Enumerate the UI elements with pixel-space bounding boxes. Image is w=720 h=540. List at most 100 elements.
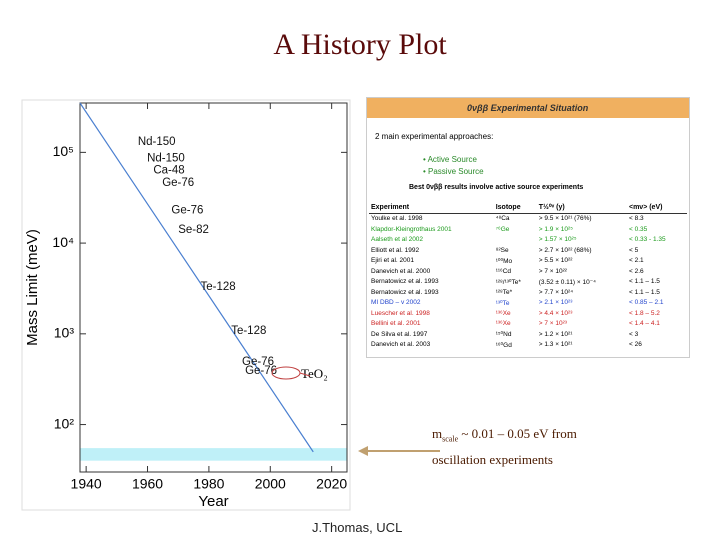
table-cell: < 0.33 - 1.35	[628, 236, 666, 244]
y-tick-label: 10³	[54, 325, 75, 341]
table-cell: < 2.1	[628, 257, 644, 265]
table-row: MI DBD – v 2002 ¹³⁰Te > 2.1 × 10²³ < 0.85 –…	[369, 298, 687, 309]
column-header: Experiment	[369, 202, 494, 214]
arrow-head	[358, 446, 368, 456]
note-text: oscillation experiments	[432, 451, 553, 467]
table-row: Klapdor-Kleingrothaus 2001 ⁷⁶Ge > 1.9 × 10…	[369, 224, 687, 235]
table-cell: ⁸²Se	[495, 246, 509, 254]
table-cell: ¹⁰⁰Mo	[495, 257, 513, 265]
table-cell: > 2.1 × 10²³	[538, 299, 573, 307]
x-tick-label: 1940	[71, 476, 102, 492]
table-cell: Youlke et al. 1998	[371, 215, 423, 223]
table-cell: Bernatowicz et al. 1993	[371, 288, 439, 296]
table-row: De Silva et al. 1997 ¹⁵⁰Nd > 1.2 × 10²¹ < 3	[369, 329, 687, 340]
table-cell: > 1.57 × 10²⁵	[538, 236, 577, 244]
chart: 10² 10³ 10⁴ 10⁵ 1940 1960 1980 2000 2020 Year Mass…	[21, 99, 351, 511]
column-header: T½⁰ᵛ (y)	[536, 202, 627, 214]
table-cell: Bellini et al. 2001	[371, 320, 421, 328]
y-axis-label: Mass Limit (meV)	[24, 229, 41, 346]
table-cell: > 1.3 × 10²¹	[538, 341, 573, 349]
header-row: Experiment Isotope T½⁰ᵛ (y) <mν> (eV)	[369, 202, 687, 214]
inset-text: • Passive Source	[423, 167, 484, 176]
table-cell: MI DBD – v 2002	[371, 299, 421, 307]
table-cell: Danevich et al. 2000	[371, 267, 431, 275]
table-cell: ¹¹⁶Cd	[495, 267, 512, 275]
table-cell: (3.52 ± 0.11) × 10⁻⁴	[538, 278, 596, 286]
inset-table: Experiment Isotope T½⁰ᵛ (y) <mν> (eV) Youlke…	[369, 202, 687, 350]
band	[80, 448, 347, 461]
teo2-pointer	[299, 372, 311, 377]
x-axis-label: Year	[198, 493, 228, 510]
table-cell: > 7.7 × 10²⁴	[538, 288, 573, 296]
point-label: Ge-76	[242, 356, 274, 368]
table-cell: Luescher et al. 1998	[371, 309, 430, 317]
table-row: Bellini et al. 2001 ¹³⁶Xe > 7 × 10²³ < 1.4 …	[369, 319, 687, 330]
table-cell: ¹³⁶Xe	[495, 320, 511, 328]
table-cell: ⁴⁸Ca	[495, 215, 510, 223]
point-label: Te-128	[201, 281, 236, 293]
inset-text: Best 0νββ results involve active source …	[409, 184, 584, 191]
table-cell: > 7 × 10²³	[538, 320, 567, 328]
table-cell: < 1.1 – 1.5	[628, 278, 660, 286]
table-cell: ¹⁶⁰Gd	[495, 341, 512, 349]
inset-heading: 0νββ Experimental Situation	[367, 98, 689, 118]
point-label: Nd-150	[147, 152, 185, 164]
footer: J.Thomas, UCL	[312, 520, 403, 535]
inset-text: 2 main experimental approaches:	[375, 132, 494, 141]
table-cell: < 26	[628, 341, 642, 349]
note-subscript: scale	[442, 434, 459, 444]
table-cell: > 1.9 × 10²⁵	[538, 225, 573, 233]
table-cell: < 0.85 – 2.1	[628, 299, 664, 307]
table-row: Bernatowicz et al. 1993 ¹²⁸/¹³⁰Te* (3.52 ±…	[369, 277, 687, 288]
table-cell: < 5	[628, 246, 639, 254]
table-cell: > 7 × 10²²	[538, 267, 567, 275]
table-cell: > 4.4 × 10²³	[538, 309, 573, 317]
inset-panel: 0νββ Experimental Situation 2 main exper…	[366, 97, 690, 358]
table-row: Youlke et al. 1998 ⁴⁸Ca > 9.5 × 10²¹ (76%)…	[369, 213, 687, 224]
table-cell: < 1.1 – 1.5	[628, 288, 660, 296]
table-cell: < 1.8 – 5.2	[628, 309, 660, 317]
trend-line	[79, 102, 314, 453]
table-cell: Ejiri et al. 2001	[371, 257, 414, 265]
note-symbol: m	[432, 426, 443, 441]
point-label: Te-128	[231, 325, 266, 337]
table-cell: > 2.7 × 10²² (68%)	[538, 246, 592, 254]
table-cell: ¹⁵⁰Nd	[495, 331, 512, 339]
table-cell: < 3	[628, 330, 639, 338]
plot-frame	[21, 99, 351, 511]
table-cell: < 0.35	[628, 225, 648, 233]
table-cell: < 8.3	[628, 215, 644, 223]
table-cell: ¹³⁶Xe	[495, 309, 511, 317]
x-tick-label: 1960	[132, 476, 163, 492]
point-label: Ge-76	[245, 365, 277, 377]
table-row: Danevich et al. 2000 ¹¹⁶Cd > 7 × 10²² < 2.6	[369, 266, 687, 277]
plot-area	[79, 102, 348, 473]
table-cell: < 1.4 – 4.1	[628, 320, 660, 328]
table-cell: ¹²⁸/¹³⁰Te*	[495, 278, 521, 286]
point-label: Ge-76	[162, 177, 194, 189]
x-tick-label: 2000	[255, 476, 286, 492]
table-row: Bernatowicz et al. 1993 ¹²⁸Te* > 7.7 × 10²…	[369, 287, 687, 298]
y-tick-label: 10⁵	[53, 143, 74, 159]
table-cell: ⁷⁶Ge	[495, 225, 510, 233]
table-cell: > 1.2 × 10²¹	[538, 330, 573, 338]
table-row: Aalseth et al 2002 > 1.57 × 10²⁵ < 0.33 - …	[369, 235, 687, 246]
table-row: Ejiri et al. 2001 ¹⁰⁰Mo > 5.5 × 10²² < 2.1	[369, 256, 687, 267]
note: mscale ~ 0.01 – 0.05 eV from oscillation…	[432, 424, 577, 470]
y-tick-label: 10⁴	[52, 234, 74, 250]
point-label: Nd-150	[138, 136, 176, 148]
point-label: Se-82	[178, 224, 209, 236]
table-row: Danevich et al. 2003 ¹⁶⁰Gd > 1.3 × 10²¹ < 2…	[369, 340, 687, 351]
table-cell: < 2.6	[628, 267, 644, 275]
note-text: ~ 0.01 – 0.05 eV from	[458, 426, 577, 441]
table-row: Elliott et al. 1992 ⁸²Se > 2.7 × 10²² (68%…	[369, 245, 687, 256]
teo2-label: TeO₂	[301, 366, 328, 381]
table-cell	[494, 235, 537, 246]
table-cell: Aalseth et al 2002	[371, 236, 424, 244]
column-header: <mν> (eV)	[626, 202, 687, 214]
table-cell: ¹³⁰Te	[495, 299, 510, 307]
table-cell: Elliott et al. 1992	[371, 246, 420, 254]
table-cell: Danevich et al. 2003	[371, 341, 431, 349]
